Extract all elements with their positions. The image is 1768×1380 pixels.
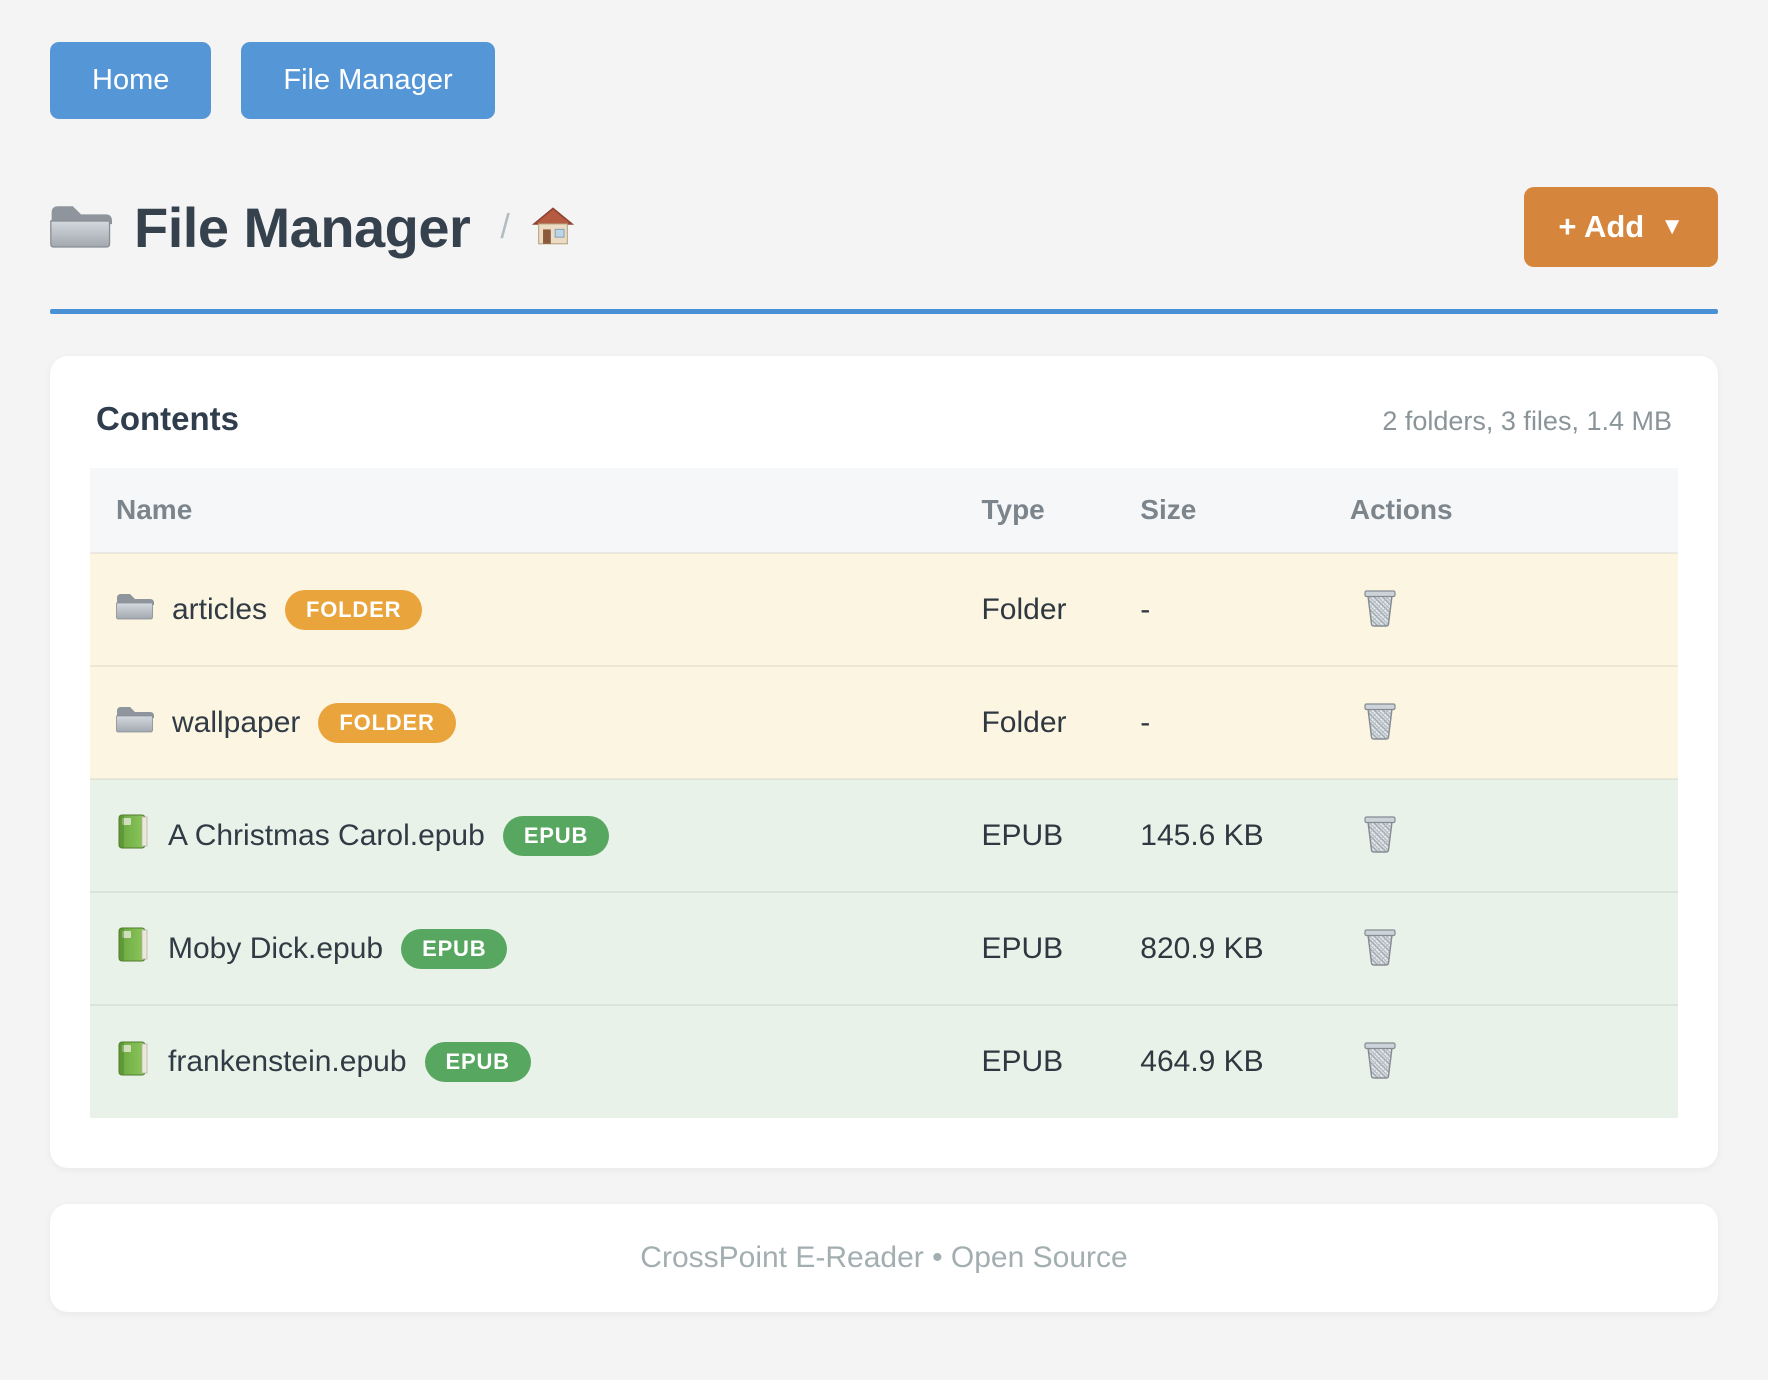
page-title: File Manager [134, 195, 471, 259]
column-header-actions: Actions [1323, 468, 1678, 553]
type-cell: EPUB [955, 778, 1115, 892]
file-name-link[interactable]: Moby Dick.epub [168, 931, 384, 965]
folder-badge: FOLDER [285, 589, 423, 630]
table-row-christmas-carol[interactable]: A Christmas Carol.epub EPUB EPUB 145.6 K… [90, 778, 1678, 892]
delete-button[interactable] [1356, 809, 1404, 862]
contents-card-header: Contents 2 folders, 3 files, 1.4 MB [90, 400, 1678, 468]
table-row-articles[interactable]: articles FOLDER Folder - [90, 552, 1678, 666]
page-header: File Manager / + Add ▼ [50, 187, 1718, 267]
size-cell: 145.6 KB [1114, 778, 1324, 892]
footer-text: CrossPoint E-Reader • Open Source [640, 1241, 1128, 1274]
size-cell: 820.9 KB [1114, 891, 1324, 1005]
table-row-moby-dick[interactable]: Moby Dick.epub EPUB EPUB 820.9 KB [90, 891, 1678, 1005]
column-header-size: Size [1114, 468, 1324, 553]
book-icon [116, 1040, 150, 1085]
add-button[interactable]: + Add ▼ [1524, 187, 1718, 267]
size-cell: 464.9 KB [1114, 1004, 1324, 1118]
epub-badge: EPUB [401, 928, 508, 969]
title-group: File Manager / [50, 195, 574, 260]
table-row-wallpaper[interactable]: wallpaper FOLDER Folder - [90, 665, 1678, 779]
delete-button[interactable] [1356, 696, 1404, 749]
delete-button[interactable] [1356, 1035, 1404, 1088]
file-name-link[interactable]: frankenstein.epub [168, 1045, 407, 1078]
add-button-label: + Add [1558, 209, 1645, 244]
type-cell: EPUB [955, 1004, 1115, 1118]
home-button[interactable]: Home [50, 42, 212, 119]
book-icon [116, 926, 150, 971]
contents-card: Contents 2 folders, 3 files, 1.4 MB Name… [50, 356, 1718, 1168]
trash-icon [1360, 1039, 1400, 1084]
breadcrumb-separator: / [500, 207, 510, 246]
folder-icon [50, 201, 113, 254]
size-cell: - [1114, 552, 1324, 666]
trash-icon [1360, 587, 1400, 632]
type-cell: Folder [955, 665, 1115, 779]
trash-icon [1360, 700, 1400, 745]
delete-button[interactable] [1356, 583, 1404, 636]
delete-button[interactable] [1356, 922, 1404, 975]
table-row-frankenstein[interactable]: frankenstein.epub EPUB EPUB 464.9 KB [90, 1004, 1678, 1118]
trash-icon [1360, 926, 1400, 971]
chevron-down-icon: ▼ [1660, 213, 1684, 240]
home-icon[interactable] [532, 205, 574, 250]
contents-summary: 2 folders, 3 files, 1.4 MB [1382, 406, 1672, 436]
column-header-name: Name [90, 468, 956, 553]
book-icon [116, 813, 150, 858]
top-nav: Home File Manager [50, 42, 1718, 119]
column-header-type: Type [955, 468, 1115, 553]
file-name-link[interactable]: articles [172, 592, 268, 626]
folder-icon [116, 591, 155, 628]
folder-badge: FOLDER [318, 702, 456, 743]
footer: CrossPoint E-Reader • Open Source [50, 1204, 1718, 1312]
epub-badge: EPUB [502, 815, 610, 856]
folder-icon [116, 704, 155, 741]
title-divider [50, 309, 1718, 314]
table-header-row: Name Type Size Actions [90, 468, 1678, 553]
epub-badge: EPUB [424, 1042, 531, 1082]
file-manager-button[interactable]: File Manager [241, 42, 495, 119]
trash-icon [1360, 813, 1400, 858]
type-cell: Folder [955, 552, 1115, 666]
type-cell: EPUB [955, 891, 1115, 1005]
file-table: Name Type Size Actions articles FOLDER [90, 468, 1678, 1118]
file-name-link[interactable]: wallpaper [172, 705, 301, 739]
size-cell: - [1114, 665, 1324, 779]
file-name-link[interactable]: A Christmas Carol.epub [168, 818, 485, 852]
contents-heading: Contents [96, 400, 239, 437]
